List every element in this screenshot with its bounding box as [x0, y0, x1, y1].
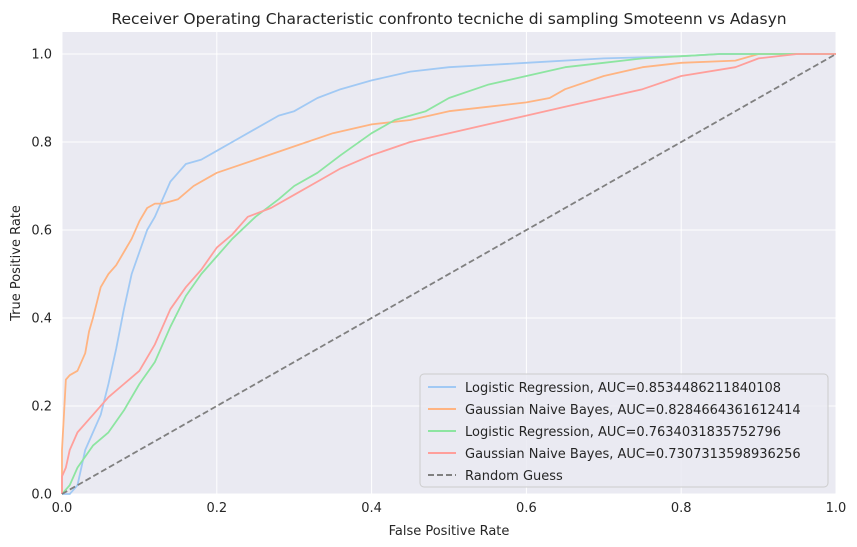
grid	[61, 32, 837, 495]
legend-box	[419, 373, 829, 488]
series-line-lr-adasyn	[61, 53, 836, 495]
y-axis-label: True Positive Rate	[9, 205, 24, 322]
legend-label-gnb-smoteenn: Gaussian Naive Bayes, AUC=0.828466436161…	[465, 403, 801, 418]
x-tick-label-4: 0.8	[671, 501, 692, 516]
x-tick-label-0: 0.0	[52, 501, 73, 516]
x-axis-label: False Positive Rate	[389, 524, 510, 539]
legend-label-lr-smoteenn: Logistic Regression, AUC=0.8534486211840…	[465, 381, 781, 396]
x-tick-label-3: 0.6	[516, 501, 537, 516]
series-group	[61, 53, 837, 495]
series-line-random-guess	[61, 53, 837, 495]
legend-label-lr-adasyn: Logistic Regression, AUC=0.7634031835752…	[465, 425, 781, 440]
series-line-gnb-smoteenn	[61, 53, 836, 494]
legend: Logistic Regression, AUC=0.8534486211840…	[419, 373, 829, 488]
tick-labels: 0.0 0.2 0.4 0.6 0.8 1.0 0.0 0.2 0.4 0.6 0.8 1.0	[31, 48, 846, 517]
series-line-gnb-adasyn	[61, 53, 836, 494]
y-tick-label-2: 0.4	[31, 312, 52, 327]
legend-label-random-guess: Random Guess	[465, 469, 563, 484]
y-tick-label-5: 1.0	[31, 48, 52, 63]
x-tick-label-5: 1.0	[826, 501, 847, 516]
y-tick-label-4: 0.8	[31, 136, 52, 151]
y-tick-label-0: 0.0	[31, 488, 52, 503]
y-tick-label-1: 0.2	[31, 400, 52, 415]
legend-label-gnb-adasyn: Gaussian Naive Bayes, AUC=0.730731359893…	[465, 447, 801, 462]
chart-title: Receiver Operating Characteristic confro…	[111, 10, 786, 28]
y-tick-label-3: 0.6	[31, 224, 52, 239]
x-tick-label-2: 0.4	[361, 501, 382, 516]
series-line-lr-smoteenn	[62, 53, 836, 495]
x-tick-label-1: 0.2	[206, 501, 227, 516]
